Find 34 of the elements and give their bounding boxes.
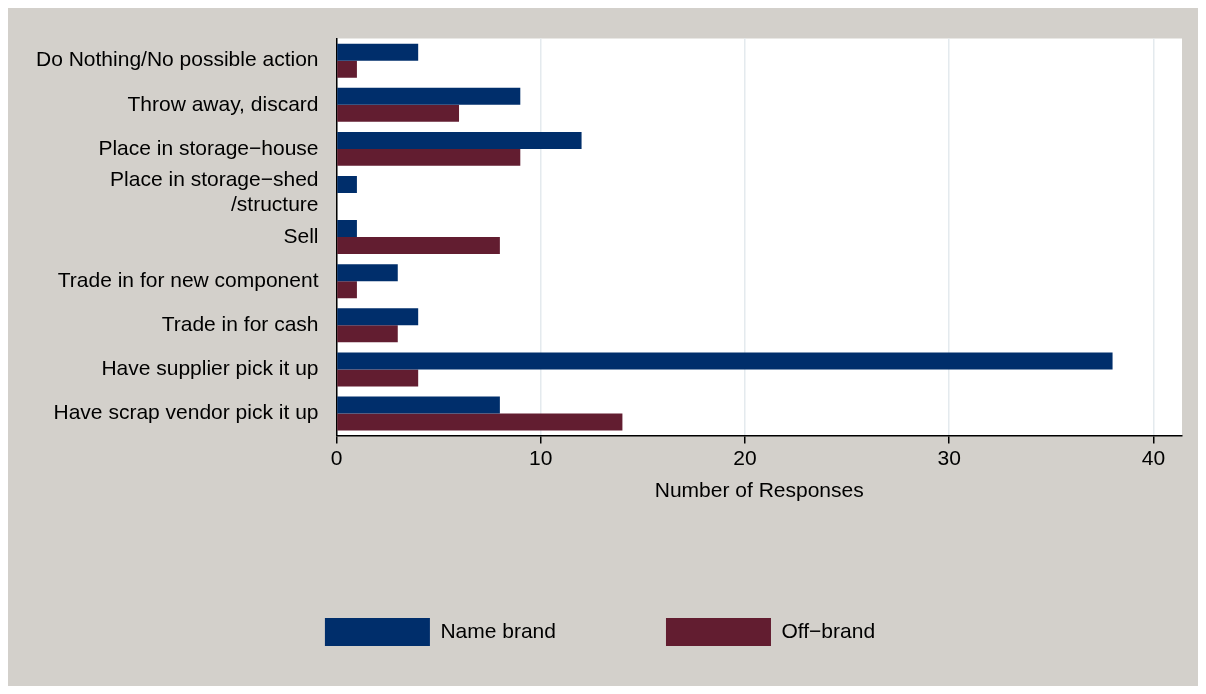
y-tick-label: Throw away, discard (127, 91, 319, 115)
y-tick-label: Have scrap vendor pick it up (53, 400, 319, 424)
y-tick-label: Trade in for new component (57, 268, 319, 292)
bar (337, 413, 623, 431)
bar (337, 220, 357, 238)
x-tick-label: 20 (733, 446, 757, 469)
x-tick-label: 40 (1141, 446, 1166, 469)
bar (337, 176, 357, 193)
bar (337, 237, 500, 255)
bar (337, 87, 521, 105)
y-tick-label: Have supplier pick it up (101, 356, 319, 380)
legend-label: Name brand (440, 618, 556, 642)
bar (337, 148, 521, 166)
bar (337, 369, 419, 387)
bar (337, 60, 357, 78)
x-tick-label: 0 (330, 446, 343, 469)
x-axis-title: Number of Responses (654, 478, 864, 502)
bar (337, 352, 1113, 370)
bar (337, 264, 398, 282)
bar (337, 325, 398, 343)
x-tick-label: 10 (529, 446, 553, 469)
y-tick-label: Trade in for cash (161, 312, 319, 336)
bar (337, 308, 419, 326)
bar (337, 396, 500, 414)
y-tick-label: Sell (283, 223, 319, 247)
bar (337, 131, 582, 149)
y-tick-label: Place in storage−house (98, 135, 319, 159)
bar (337, 43, 419, 61)
legend-label: Off−brand (781, 618, 876, 642)
x-tick-label: 30 (937, 446, 961, 469)
bar (337, 281, 357, 299)
y-tick-label: Do Nothing/No possible action (36, 47, 319, 71)
bar (337, 104, 460, 122)
y-tick-label: Place in storage−shed /structure (110, 167, 319, 216)
